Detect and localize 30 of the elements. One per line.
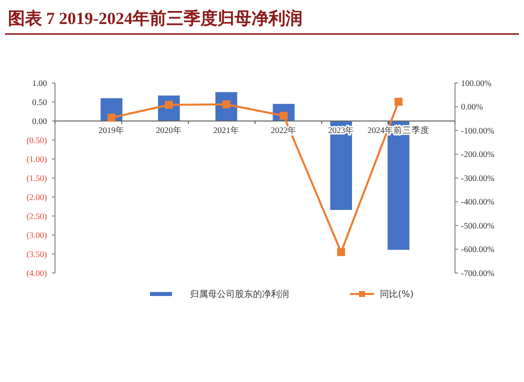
y2-tick-label: -100.00% xyxy=(461,125,494,136)
y2-tick-label: 0.00% xyxy=(461,102,483,112)
y2-tick-label: -400.00% xyxy=(461,196,494,207)
bar xyxy=(330,121,352,210)
legend-label: 归属母公司股东的净利润 xyxy=(190,289,289,300)
y-tick-label: 0.50 xyxy=(32,96,47,107)
x-tick-label: 2021年 xyxy=(213,125,240,135)
y2-tick-label: -500.00% xyxy=(461,220,494,230)
chart-title: 图表 7 2019-2024年前三季度归母净利润 xyxy=(8,9,303,28)
y-tick-label: (2.00) xyxy=(26,192,48,202)
legend-label: 同比(%) xyxy=(380,289,414,300)
y2-tick-label: -600.00% xyxy=(461,244,494,254)
y-tick-label: (1.50) xyxy=(26,172,48,183)
point xyxy=(337,248,346,256)
y-tick-label: (0.50) xyxy=(26,134,48,145)
point xyxy=(394,98,403,106)
y-tick-label: (1.00) xyxy=(26,154,48,164)
y-tick-label: 0.00 xyxy=(32,116,47,126)
y-tick-label: 1.00 xyxy=(32,78,47,88)
x-tick-label: 2019年 xyxy=(98,125,124,135)
y-tick-label: (3.00) xyxy=(26,230,48,240)
y2-tick-label: -200.00% xyxy=(461,149,494,160)
y-tick-label: (4.00) xyxy=(26,268,48,278)
point xyxy=(107,114,116,122)
x-tick-label: 2020年 xyxy=(156,125,182,135)
y2-tick-label: -700.00% xyxy=(461,268,494,278)
y2-tick-label: -300.00% xyxy=(461,172,494,183)
y-tick-label: (3.50) xyxy=(26,248,48,259)
y-tick-label: (2.50) xyxy=(26,210,48,221)
y2-tick-label: 100.00% xyxy=(461,78,492,88)
